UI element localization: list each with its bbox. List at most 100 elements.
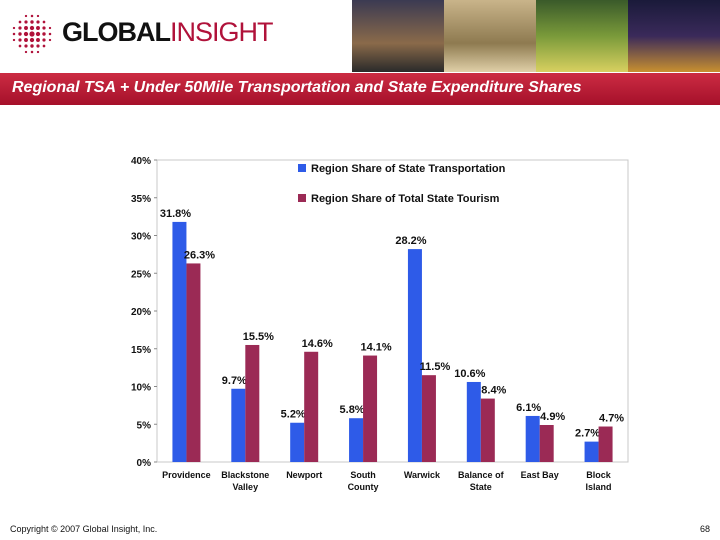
data-label: 4.7% [599, 413, 624, 425]
logo-dot [36, 20, 40, 24]
data-label: 8.4% [481, 385, 506, 397]
y-tick-label: 10% [131, 383, 151, 394]
logo-dot [48, 38, 52, 42]
mansion-interior-photo [444, 0, 536, 72]
data-label: 28.2% [395, 235, 426, 247]
x-tick-label: County [348, 482, 379, 492]
bar-transportation [584, 441, 599, 462]
x-tick-label: Providence [162, 470, 211, 480]
bar-tourism [598, 426, 613, 462]
logo-dot [18, 26, 22, 30]
x-tick-label: Island [586, 482, 612, 492]
bar-tourism [421, 375, 436, 462]
bar-tourism [363, 355, 378, 462]
logo-dot [18, 44, 22, 48]
logo-text-insight: INSIGHT [170, 17, 274, 47]
y-tick-label: 35% [131, 194, 151, 205]
data-label: 14.6% [302, 338, 333, 350]
x-tick-label: Warwick [404, 470, 441, 480]
bar-tourism [480, 398, 495, 462]
logo-dot [18, 32, 22, 36]
title-bar: Regional TSA + Under 50Mile Transportati… [0, 73, 720, 105]
data-label: 9.7% [222, 375, 247, 387]
logo-dot [12, 32, 16, 36]
x-tick-label: Block [586, 470, 612, 480]
y-tick-label: 5% [137, 420, 152, 431]
globe-dots-icon [12, 14, 52, 54]
data-label: 6.1% [516, 402, 541, 414]
logo-dot [23, 31, 29, 37]
logo-dot [36, 14, 40, 18]
logo-dot [30, 20, 34, 24]
header: GLOBALINSIGHT [0, 0, 720, 72]
logo-dot [36, 50, 40, 54]
logo-dot [30, 44, 34, 48]
y-tick-label: 30% [131, 232, 151, 243]
data-label: 31.8% [160, 208, 191, 220]
copyright-text: Copyright © 2007 Global Insight, Inc. [10, 524, 158, 534]
logo-dot [42, 32, 46, 36]
legend-swatch [298, 194, 306, 202]
data-label: 10.6% [454, 368, 485, 380]
x-tick-label: Balance of [458, 470, 505, 480]
logo-dot [36, 26, 40, 30]
y-tick-label: 40% [131, 156, 151, 167]
data-label: 15.5% [243, 331, 274, 343]
lighthouse-photo [352, 0, 444, 72]
bar-transportation [172, 221, 187, 462]
logo-dot [48, 26, 52, 30]
logo-dot [24, 38, 28, 42]
legend-entry: Region Share of Total State Tourism [311, 193, 500, 205]
logo-dot [42, 26, 46, 30]
logo-dot [42, 38, 46, 42]
x-tick-label: South [350, 470, 376, 480]
header-photo-strip [352, 0, 720, 72]
logo-dot [18, 38, 22, 42]
bar-tourism [186, 263, 201, 462]
logo-dot [29, 31, 35, 37]
x-tick-label: Newport [286, 470, 322, 480]
legend-entry: Region Share of State Transportation [311, 163, 506, 175]
garden-photo [536, 0, 628, 72]
bar-tourism [539, 425, 554, 462]
bar-transportation [525, 415, 540, 462]
logo-dot [24, 44, 28, 48]
x-tick-label: Valley [233, 482, 259, 492]
y-tick-label: 15% [131, 345, 151, 356]
legend-swatch [298, 164, 306, 172]
bar-chart: 0% 5% 10% 15% 20% 25% 30% 35% 40% Providence 31.8%… [131, 156, 629, 492]
data-label: 5.2% [281, 409, 306, 421]
city-night-photo [628, 0, 720, 72]
bar-transportation [407, 249, 422, 462]
bar-transportation [349, 418, 364, 462]
logo: GLOBALINSIGHT [62, 16, 274, 48]
logo-dot [12, 38, 16, 42]
logo-dot [35, 31, 41, 37]
logo-dot [42, 44, 46, 48]
data-label: 5.8% [340, 404, 365, 416]
logo-dot [18, 20, 22, 24]
x-tick-label: East Bay [521, 470, 559, 480]
data-label: 2.7% [575, 428, 600, 440]
logo-dot [24, 20, 28, 24]
bar-transportation [466, 381, 481, 462]
x-tick-label: State [470, 482, 492, 492]
logo-dot [30, 50, 34, 54]
logo-dot [24, 14, 28, 18]
logo-dot [29, 25, 35, 31]
data-label: 11.5% [420, 361, 451, 373]
y-tick-label: 0% [137, 458, 152, 469]
data-label: 4.9% [540, 411, 565, 423]
data-label: 14.1% [360, 342, 391, 354]
logo-dot [24, 26, 28, 30]
bar-tourism [304, 351, 319, 462]
page-number: 68 [699, 524, 710, 534]
y-tick-label: 20% [131, 307, 151, 318]
logo-dot [29, 37, 35, 43]
bar-tourism [245, 344, 260, 462]
logo-dot [30, 14, 34, 18]
bar-transportation [290, 422, 305, 462]
logo-dot [42, 20, 46, 24]
data-label: 26.3% [184, 249, 215, 261]
bar-transportation [231, 388, 246, 462]
